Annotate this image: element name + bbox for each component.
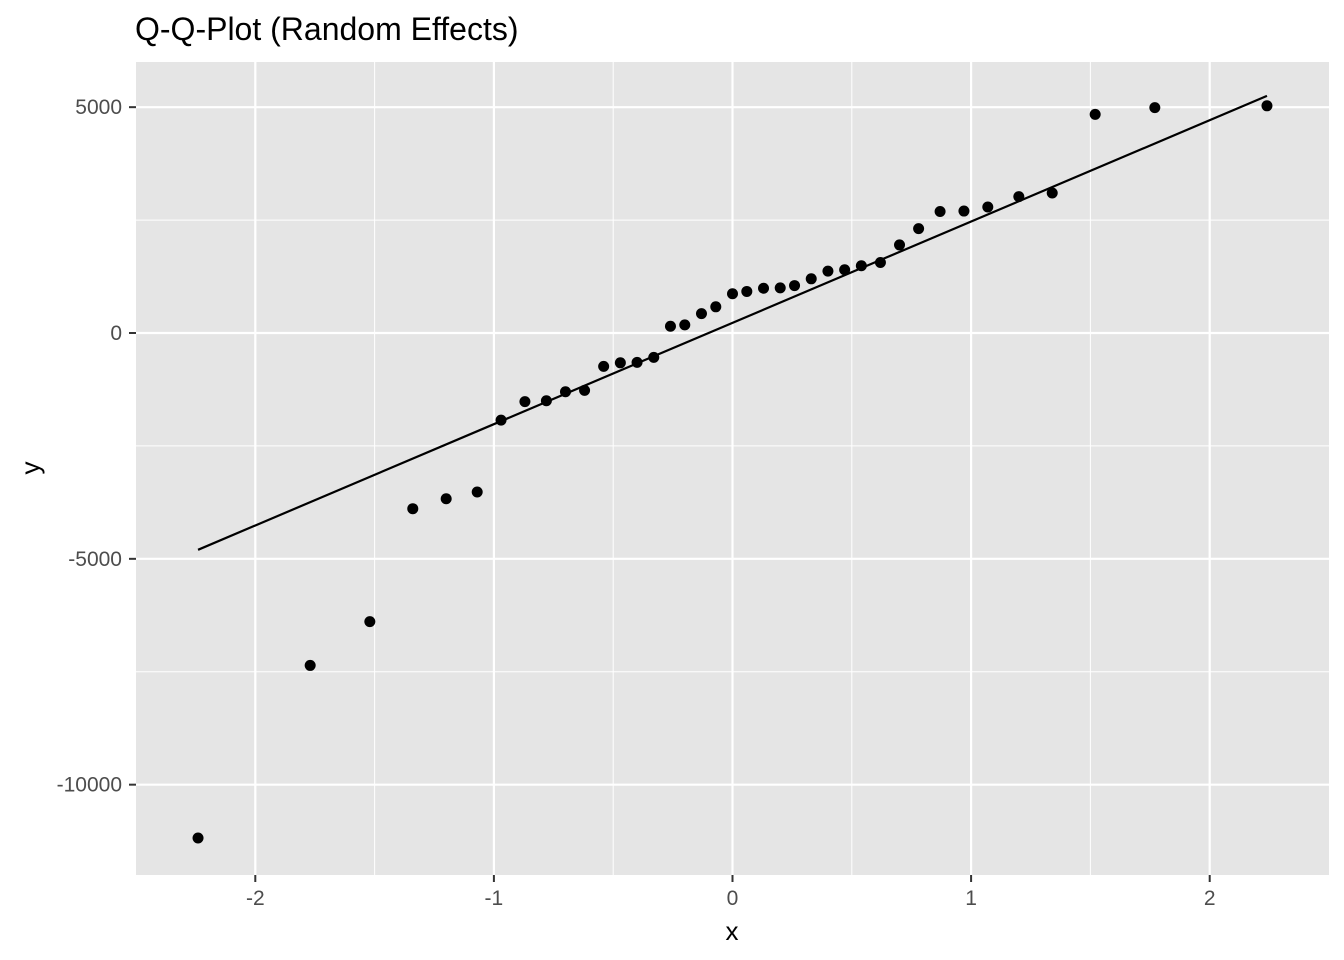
data-point bbox=[805, 273, 817, 285]
data-point bbox=[631, 356, 643, 368]
major-gridlines bbox=[136, 62, 1329, 875]
data-point bbox=[958, 205, 970, 217]
y-tick-label: -5000 bbox=[68, 548, 122, 571]
data-point bbox=[1149, 102, 1161, 114]
data-point bbox=[192, 832, 204, 844]
data-point bbox=[664, 320, 676, 332]
data-point bbox=[559, 386, 571, 398]
x-tick-label: 1 bbox=[965, 887, 977, 910]
data-point bbox=[913, 223, 925, 235]
data-point bbox=[727, 288, 738, 300]
x-axis-title: x bbox=[726, 916, 739, 946]
data-point bbox=[774, 282, 786, 294]
data-point bbox=[710, 301, 722, 313]
y-tick-label: 5000 bbox=[75, 96, 122, 119]
data-point bbox=[1013, 191, 1025, 203]
data-point bbox=[598, 360, 610, 372]
data-point bbox=[519, 396, 531, 408]
data-point bbox=[679, 319, 691, 331]
data-point bbox=[304, 659, 316, 671]
y-tick-label: 0 bbox=[110, 322, 122, 345]
x-tick-label: 0 bbox=[727, 887, 739, 910]
y-axis-title: y bbox=[15, 462, 45, 475]
data-point bbox=[648, 351, 660, 363]
data-point bbox=[540, 395, 552, 407]
x-tick-label: 2 bbox=[1204, 887, 1216, 910]
data-point bbox=[579, 384, 591, 396]
data-point bbox=[934, 206, 946, 218]
data-point bbox=[855, 260, 867, 272]
data-point bbox=[471, 486, 483, 498]
y-axis-ticks: -10000 -5000 0 5000 bbox=[57, 96, 136, 797]
data-point bbox=[364, 616, 376, 628]
data-point bbox=[495, 414, 507, 426]
data-point bbox=[839, 264, 851, 276]
data-point bbox=[894, 239, 906, 251]
data-point bbox=[741, 285, 753, 297]
data-point bbox=[1046, 187, 1058, 199]
data-point bbox=[758, 282, 770, 294]
data-point bbox=[1089, 108, 1101, 120]
data-point bbox=[407, 503, 419, 515]
x-tick-label: -1 bbox=[485, 887, 504, 910]
data-point bbox=[614, 357, 626, 369]
y-tick-label: -10000 bbox=[57, 774, 122, 797]
data-point bbox=[1261, 100, 1273, 112]
reference-line bbox=[197, 94, 1268, 551]
chart-title: Q-Q-Plot (Random Effects) bbox=[135, 11, 519, 47]
data-points bbox=[192, 100, 1273, 844]
data-point bbox=[874, 257, 886, 269]
data-point bbox=[822, 265, 834, 277]
data-point bbox=[440, 493, 452, 505]
x-axis-ticks: -2 -1 0 1 2 bbox=[246, 875, 1216, 910]
data-point bbox=[789, 280, 801, 292]
x-tick-label: -2 bbox=[246, 887, 265, 910]
data-point bbox=[982, 201, 994, 213]
data-point bbox=[695, 308, 707, 320]
